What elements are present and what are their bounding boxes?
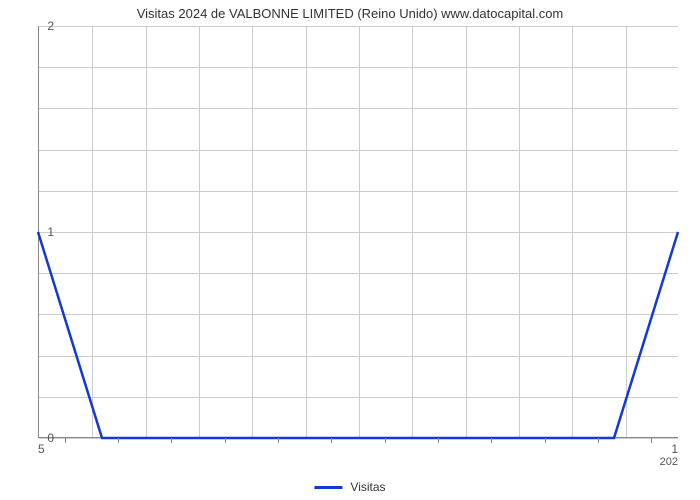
- x-minor-tick: [651, 438, 652, 443]
- x-tick-left: 5: [38, 442, 45, 456]
- x-minor-tick: [545, 438, 546, 443]
- x-tick-right: 1: [671, 442, 678, 456]
- legend: Visitas: [314, 480, 385, 494]
- x-minor-tick: [65, 438, 66, 443]
- chart-title: Visitas 2024 de VALBONNE LIMITED (Reino …: [0, 0, 700, 21]
- x-minor-tick: [331, 438, 332, 443]
- plot-container: [38, 26, 678, 438]
- x-minor-tick: [171, 438, 172, 443]
- legend-swatch: [314, 486, 342, 489]
- x-minor-tick: [491, 438, 492, 443]
- y-tick-label: 1: [47, 225, 54, 239]
- x-minor-tick: [438, 438, 439, 443]
- x-minor-tick: [118, 438, 119, 443]
- y-tick-label: 2: [47, 19, 54, 33]
- legend-label: Visitas: [350, 480, 385, 494]
- series-line: [38, 26, 678, 438]
- y-tick-label: 0: [47, 431, 54, 445]
- x-minor-tick: [598, 438, 599, 443]
- x-secondary-label: 202: [660, 456, 678, 468]
- x-minor-tick: [385, 438, 386, 443]
- x-minor-tick: [278, 438, 279, 443]
- x-minor-tick: [225, 438, 226, 443]
